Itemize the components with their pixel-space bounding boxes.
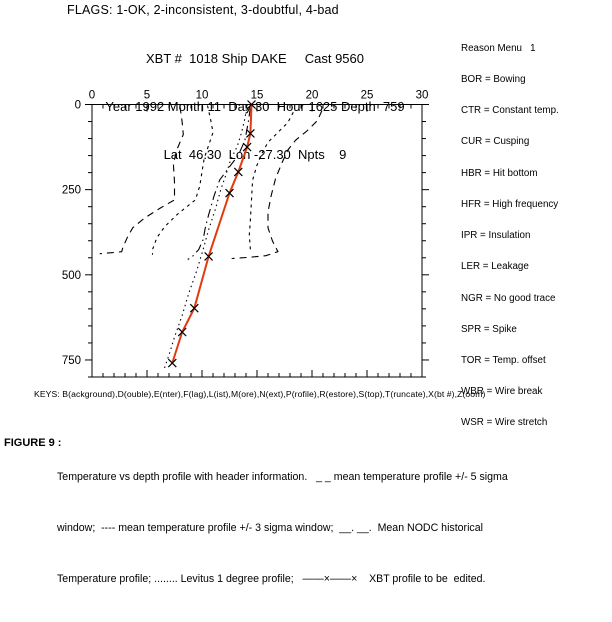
xbt-data-point-marker xyxy=(167,358,177,368)
x-axis-tick-label: 5 xyxy=(144,90,150,102)
reason-menu-item-ler[interactable]: LER = Leakage xyxy=(461,261,529,273)
x-axis-tick-label: 20 xyxy=(306,90,319,102)
figure-caption-line-3: Temperature profile; ........ Levitus 1 … xyxy=(57,573,486,585)
header-xbt-ship-cast: XBT # 1018 Ship DAKE Cast 9560 xyxy=(146,51,364,66)
series-levitus_1_degree_profile xyxy=(162,104,248,372)
reason-menu-item-wsr[interactable]: WSR = Wire stretch xyxy=(461,417,548,429)
y-axis-tick-label: 500 xyxy=(62,270,81,282)
reason-menu-item-spr[interactable]: SPR = Spike xyxy=(461,323,517,335)
reason-menu-title: Reason Menu 1 xyxy=(461,42,536,54)
figure-caption-line-2: window; ---- mean temperature profile +/… xyxy=(57,522,483,534)
x-axis-tick-label: 0 xyxy=(89,90,95,102)
xbt-data-point-marker xyxy=(189,303,199,313)
temperature-depth-chart-canvas[interactable]: 0 5 10 15 20 25 30 0 250 500 750 xyxy=(0,0,612,484)
reason-menu-item-bor[interactable]: BOR = Bowing xyxy=(461,74,526,86)
plot-border xyxy=(91,104,423,378)
figure-caption: FIGURE 9 : Temperature vs depth profile … xyxy=(4,435,508,585)
reason-menu: Reason Menu 1 BOR = Bowing CTR = Constan… xyxy=(461,23,559,439)
x-axis-tick-label: 25 xyxy=(361,90,374,102)
xbt-data-point-marker xyxy=(204,251,214,261)
reason-menu-item-wbr[interactable]: WBR = Wire break xyxy=(461,386,543,398)
figure-caption-line-1: Temperature vs depth profile with header… xyxy=(57,471,508,483)
reason-menu-item-ngr[interactable]: NGR = No good trace xyxy=(461,292,556,304)
series-mean_minus_3_sigma_window xyxy=(151,105,214,255)
x-axis-tick-label: 15 xyxy=(251,90,264,102)
series-nodc_historical_profile xyxy=(187,107,251,260)
series-xbt_profile xyxy=(171,104,253,364)
series-mean_minus_5_sigma_window xyxy=(99,106,184,255)
reason-menu-item-hbr[interactable]: HBR = Hit bottom xyxy=(461,167,538,179)
reason-menu-item-ctr[interactable]: CTR = Constant temp. xyxy=(461,105,559,117)
reason-menu-item-hfr[interactable]: HFR = High frequency xyxy=(461,198,559,210)
y-axis-tick-label: 250 xyxy=(62,185,81,197)
y-axis-tick-label: 0 xyxy=(75,100,81,112)
figure-caption-label: FIGURE 9 : xyxy=(4,437,62,449)
xbt-data-point-marker xyxy=(242,142,252,152)
flags-legend-line: FLAGS: 1-OK, 2-inconsistent, 3-doubtful,… xyxy=(67,3,339,17)
series-mean_plus_3_sigma_window xyxy=(248,112,294,250)
xbt-data-point-marker xyxy=(177,327,187,337)
xbt-data-point-marker xyxy=(225,188,234,198)
reason-menu-item-cur[interactable]: CUR = Cusping xyxy=(461,136,530,148)
series-mean_plus_5_sigma_window xyxy=(231,110,323,260)
reason-menu-item-tor[interactable]: TOR = Temp. offset xyxy=(461,355,546,366)
keyboard-keys-line: KEYS: B(ackground),D(ouble),E(nter),F(la… xyxy=(34,389,486,399)
xbt-data-point-marker xyxy=(247,100,256,109)
xbt-data-point-marker xyxy=(245,129,255,138)
y-axis-tick-label: 750 xyxy=(62,355,81,367)
x-axis-tick-label: 10 xyxy=(196,90,209,102)
x-axis-tick-label: 30 xyxy=(416,90,429,102)
reason-menu-item-ipr[interactable]: IPR = Insulation xyxy=(461,230,531,242)
xbt-data-point-marker xyxy=(233,167,243,177)
